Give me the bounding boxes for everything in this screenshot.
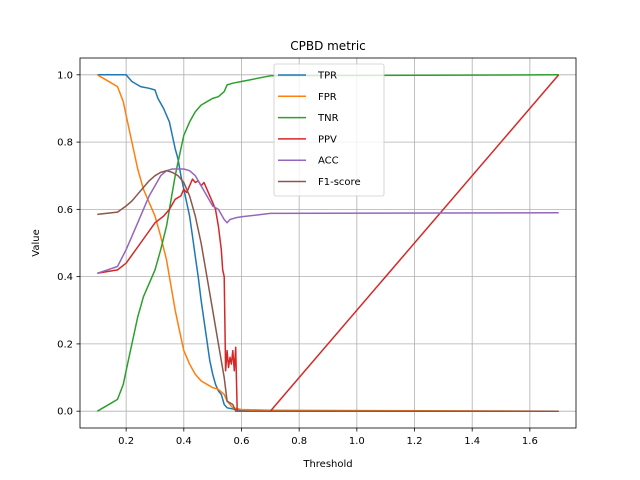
legend-label-ppv: PPV: [318, 134, 337, 145]
y-tick-label: 0.2: [57, 339, 73, 350]
y-tick-label: 0.4: [57, 272, 73, 283]
axis-ticks: 0.2 0.4 0.6 0.8 1.0 1.2 1.4 1.6 0.0 0.2 0.4 0.6 0.8 1…: [57, 70, 538, 447]
series-line-tpr: [97, 74, 559, 412]
x-tick-label: 1.4: [464, 436, 480, 447]
legend-label-fpr: FPR: [318, 92, 337, 103]
y-tick-label: 0.8: [57, 138, 73, 149]
x-tick-label: 0.2: [118, 436, 134, 447]
y-tick-label: 0.6: [57, 205, 73, 216]
x-axis-label: Threshold: [302, 459, 352, 470]
x-tick-label: 1.2: [407, 436, 423, 447]
plot-frame: [79, 57, 577, 429]
series-line-acc: [97, 168, 559, 275]
x-tick-label: 1.0: [349, 436, 365, 447]
legend-label-tpr: TPR: [317, 71, 337, 82]
x-tick-label: 0.4: [176, 436, 192, 447]
legend-items: TPR FPR TNR PPV ACC F1-score: [278, 71, 361, 188]
chart-title: CPBD metric: [290, 39, 366, 53]
x-tick-label: 0.6: [234, 436, 250, 447]
x-tick-label: 1.6: [522, 436, 538, 447]
series-line-ppv: [97, 74, 560, 412]
y-tick-label: 0.0: [57, 407, 73, 418]
legend-label-tnr: TNR: [317, 113, 339, 124]
y-axis-label: Value: [31, 229, 42, 256]
x-tick-label: 0.8: [291, 436, 307, 447]
legend: TPR FPR TNR PPV ACC F1-score: [273, 63, 385, 197]
series-line-tnr: [96, 74, 559, 412]
legend-label-f1-score: F1-score: [318, 177, 361, 188]
series-line-f1-score: [97, 169, 559, 412]
series-line-fpr: [96, 74, 559, 412]
series-lines: [96, 74, 560, 412]
legend-label-acc: ACC: [318, 156, 339, 167]
y-tick-label: 1.0: [57, 70, 73, 81]
